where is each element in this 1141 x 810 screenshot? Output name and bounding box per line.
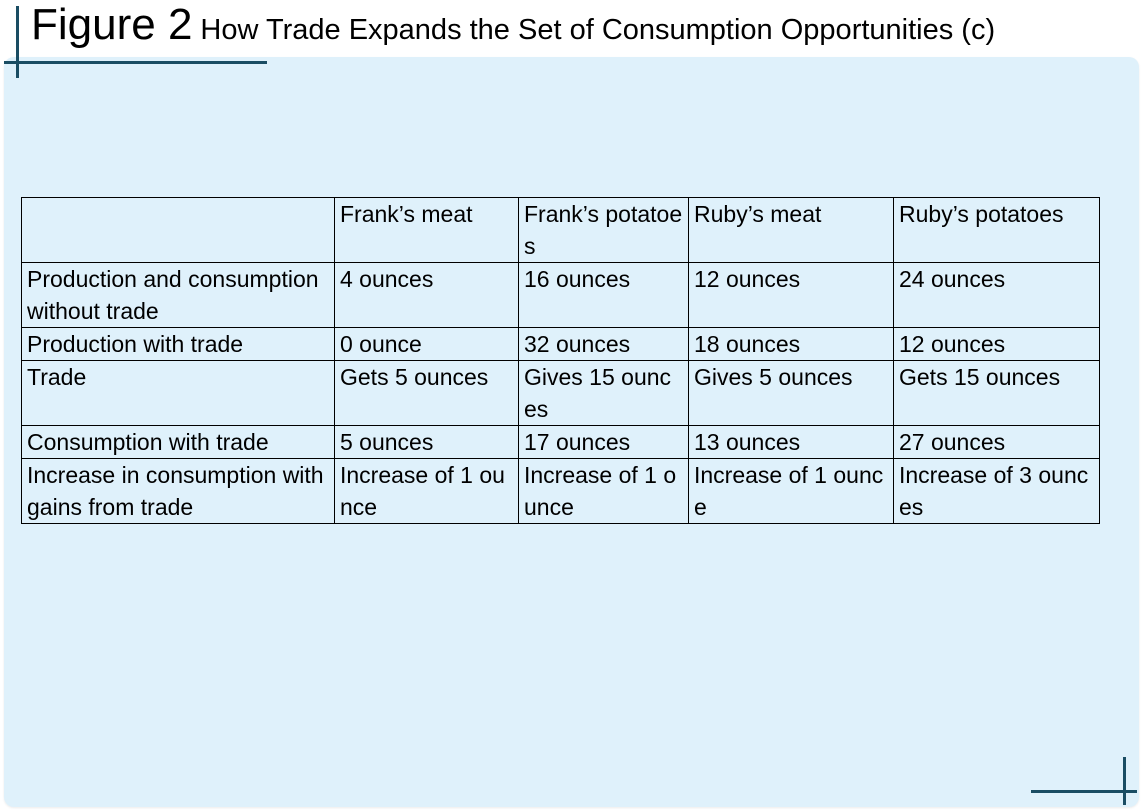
corner-mark-top-left-horizontal xyxy=(4,61,267,64)
row-label: Increase in consumption with gains from … xyxy=(21,458,335,524)
row-label: Production with trade xyxy=(21,327,335,361)
table-header-row: Frank’s meat Frank’s potatoes Ruby’s mea… xyxy=(21,197,1100,263)
table-cell: 16 ounces xyxy=(518,262,689,328)
table-cell: 18 ounces xyxy=(688,327,894,361)
table-row: Production with trade 0 ounce 32 ounces … xyxy=(21,327,1100,361)
table-cell: Gets 15 ounces xyxy=(893,360,1100,426)
table-cell: 4 ounces xyxy=(334,262,519,328)
header-cell-rubys-potatoes: Ruby’s potatoes xyxy=(893,197,1100,263)
header-cell-rubys-meat: Ruby’s meat xyxy=(688,197,894,263)
corner-mark-top-left-vertical xyxy=(16,6,19,78)
table-cell: 12 ounces xyxy=(688,262,894,328)
table-cell: Increase of 3 ounces xyxy=(893,458,1100,524)
table-cell: Increase of 1 ounce xyxy=(334,458,519,524)
trade-table: Frank’s meat Frank’s potatoes Ruby’s mea… xyxy=(21,197,1100,524)
table-row: Trade Gets 5 ounces Gives 15 ounces Give… xyxy=(21,360,1100,426)
header-cell-franks-potatoes: Frank’s potatoes xyxy=(518,197,689,263)
table-cell: Increase of 1 ounce xyxy=(518,458,689,524)
header-cell-franks-meat: Frank’s meat xyxy=(334,197,519,263)
table-cell: 13 ounces xyxy=(688,425,894,459)
table-cell: Increase of 1 ounce xyxy=(688,458,894,524)
row-label: Production and consumption without trade xyxy=(21,262,335,328)
table-cell: 32 ounces xyxy=(518,327,689,361)
header-cell-empty xyxy=(21,197,335,263)
table-row: Consumption with trade 5 ounces 17 ounce… xyxy=(21,425,1100,459)
table-row: Production and consumption without trade… xyxy=(21,262,1100,328)
table-row: Increase in consumption with gains from … xyxy=(21,458,1100,524)
row-label: Consumption with trade xyxy=(21,425,335,459)
corner-mark-bottom-right-horizontal xyxy=(1031,790,1137,793)
row-label: Trade xyxy=(21,360,335,426)
table-cell: 0 ounce xyxy=(334,327,519,361)
table-cell: 27 ounces xyxy=(893,425,1100,459)
table-cell: 17 ounces xyxy=(518,425,689,459)
table-cell: Gives 15 ounces xyxy=(518,360,689,426)
figure-subtitle: How Trade Expands the Set of Consumption… xyxy=(200,14,996,46)
table-cell: 12 ounces xyxy=(893,327,1100,361)
figure-title: Figure 2 How Trade Expands the Set of Con… xyxy=(31,0,995,55)
figure-label: Figure 2 xyxy=(31,0,193,49)
table-cell: 24 ounces xyxy=(893,262,1100,328)
corner-mark-bottom-right-vertical xyxy=(1123,757,1126,805)
table-cell: 5 ounces xyxy=(334,425,519,459)
table-cell: Gets 5 ounces xyxy=(334,360,519,426)
table-cell: Gives 5 ounces xyxy=(688,360,894,426)
